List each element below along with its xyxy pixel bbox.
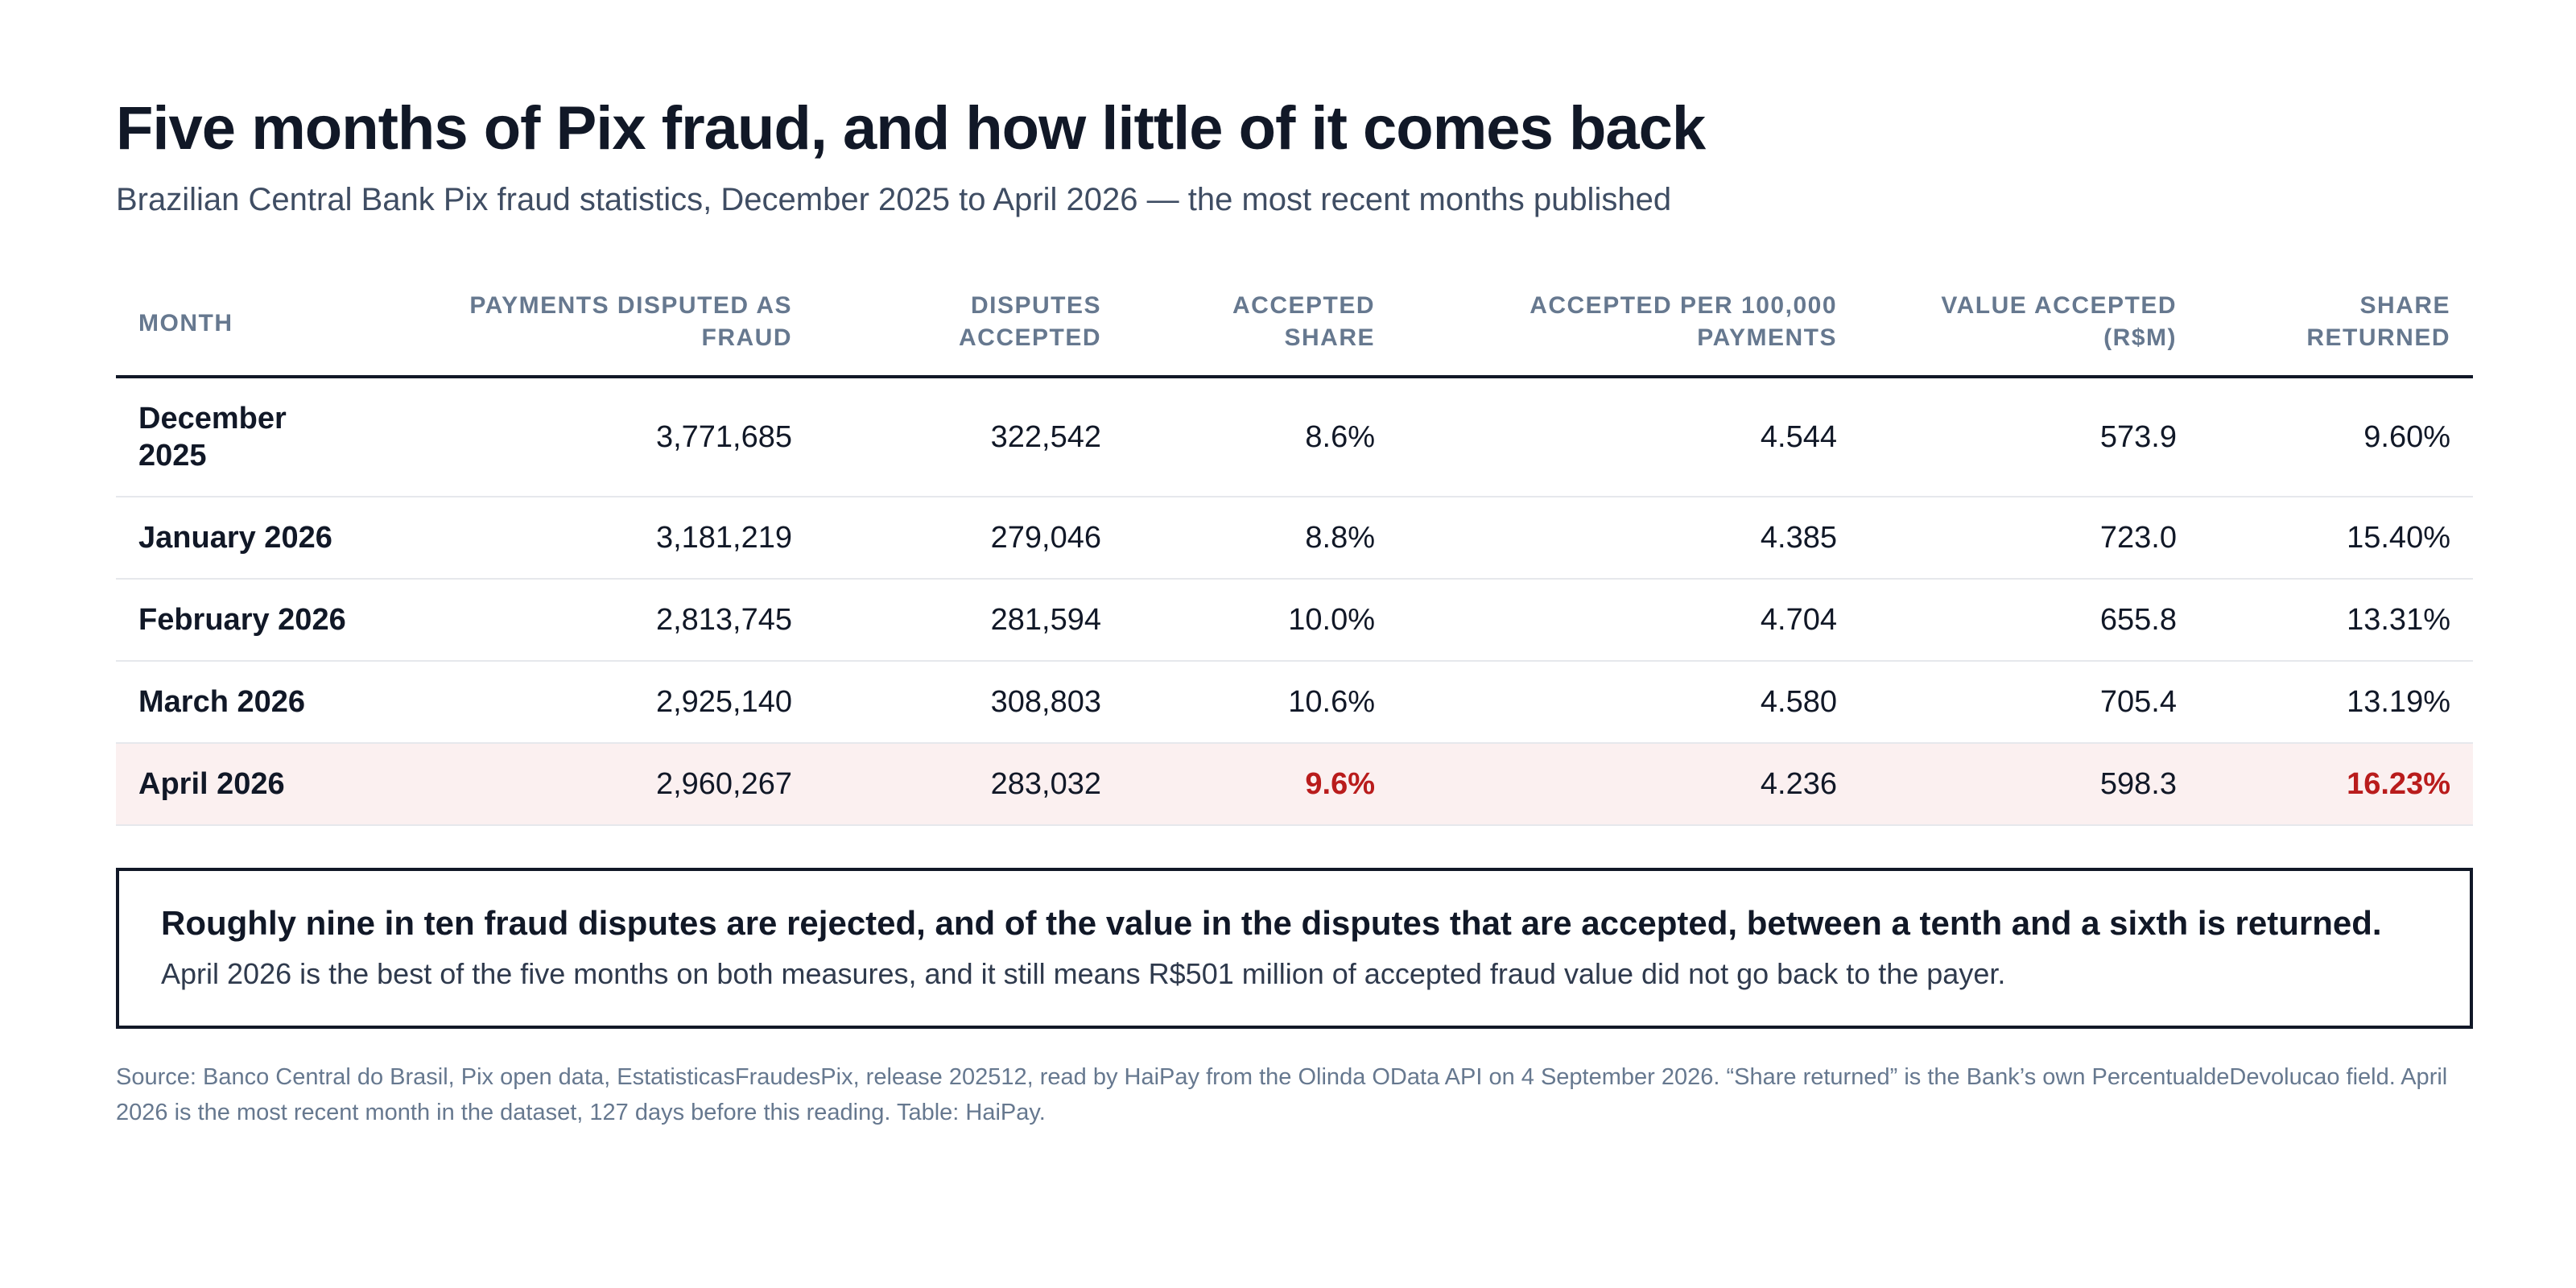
cell-month: April 2026 (116, 743, 390, 826)
column-header-value: Value accepted (R$M) (1860, 290, 2199, 378)
cell-month: December 2025 (116, 377, 390, 497)
fraud-stats-table: Month Payments disputed as fraud Dispute… (116, 290, 2473, 826)
column-header-accepted-share: Accepted share (1124, 290, 1397, 378)
table-row: March 2026 2,925,140 308,803 10.6% 4.580… (116, 661, 2473, 744)
cell-accepted-share: 8.8% (1124, 497, 1397, 580)
cell-value: 598.3 (1860, 743, 2199, 826)
cell-accepted: 308,803 (815, 661, 1124, 744)
cell-accepted: 279,046 (815, 497, 1124, 580)
key-finding-callout: Roughly nine in ten fraud disputes are r… (116, 868, 2473, 1029)
cell-share-returned: 13.19% (2199, 661, 2473, 744)
cell-disputed: 2,960,267 (390, 743, 815, 826)
column-header-disputed: Payments disputed as fraud (390, 290, 815, 378)
cell-per-100k: 4.236 (1397, 743, 1860, 826)
callout-body: April 2026 is the best of the five month… (161, 957, 2006, 990)
cell-disputed: 3,771,685 (390, 377, 815, 497)
column-header-accepted: Disputes accepted (815, 290, 1124, 378)
cell-value: 723.0 (1860, 497, 2199, 580)
table-header-row: Month Payments disputed as fraud Dispute… (116, 290, 2473, 378)
cell-accepted: 283,032 (815, 743, 1124, 826)
cell-accepted-share-highlighted: 9.6% (1124, 743, 1397, 826)
cell-accepted-share: 10.0% (1124, 579, 1397, 662)
cell-share-returned: 15.40% (2199, 497, 2473, 580)
cell-value: 573.9 (1860, 377, 2199, 497)
page-subtitle: Brazilian Central Bank Pix fraud statist… (116, 182, 1672, 217)
table-row: February 2026 2,813,745 281,594 10.0% 4.… (116, 579, 2473, 662)
cell-per-100k: 4.580 (1397, 661, 1860, 744)
callout-headline: Roughly nine in ten fraud disputes are r… (161, 904, 2382, 942)
cell-accepted-share: 10.6% (1124, 661, 1397, 744)
cell-per-100k: 4.704 (1397, 579, 1860, 662)
cell-share-returned-highlighted: 16.23% (2199, 743, 2473, 826)
cell-share-returned: 9.60% (2199, 377, 2473, 497)
cell-per-100k: 4.544 (1397, 377, 1860, 497)
cell-accepted-share: 8.6% (1124, 377, 1397, 497)
page-title: Five months of Pix fraud, and how little… (116, 94, 1706, 163)
cell-disputed: 2,925,140 (390, 661, 815, 744)
cell-accepted: 281,594 (815, 579, 1124, 662)
cell-per-100k: 4.385 (1397, 497, 1860, 580)
column-header-share-returned: Share returned (2199, 290, 2473, 378)
cell-disputed: 2,813,745 (390, 579, 815, 662)
cell-value: 705.4 (1860, 661, 2199, 744)
article: Five months of Pix fraud, and how little… (116, 93, 2473, 1130)
cell-share-returned: 13.31% (2199, 579, 2473, 662)
column-header-month: Month (116, 290, 390, 378)
cell-month: March 2026 (116, 661, 390, 744)
cell-accepted: 322,542 (815, 377, 1124, 497)
table-row-highlighted: April 2026 2,960,267 283,032 9.6% 4.236 … (116, 743, 2473, 826)
table-row: January 2026 3,181,219 279,046 8.8% 4.38… (116, 497, 2473, 580)
cell-month: January 2026 (116, 497, 390, 580)
source-note: Source: Banco Central do Brasil, Pix ope… (116, 1064, 2448, 1125)
column-header-per-100k: Accepted per 100,000 payments (1397, 290, 1860, 378)
cell-disputed: 3,181,219 (390, 497, 815, 580)
table-row: December 2025 3,771,685 322,542 8.6% 4.5… (116, 377, 2473, 497)
cell-value: 655.8 (1860, 579, 2199, 662)
cell-month: February 2026 (116, 579, 390, 662)
